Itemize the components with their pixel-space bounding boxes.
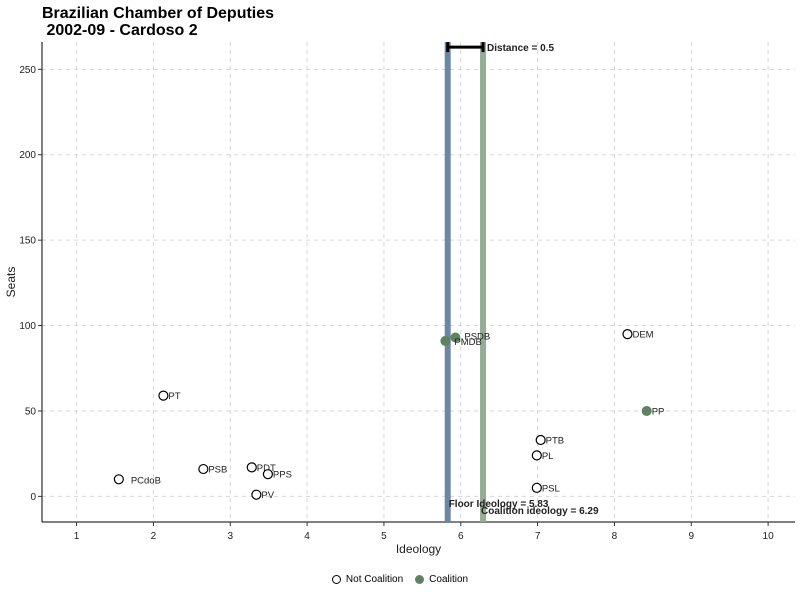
x-tick-label: 1 <box>74 531 80 542</box>
legend-label-not-coalition: Not Coalition <box>345 574 404 585</box>
point-label-pp: PP <box>652 406 665 417</box>
point-label-psb: PSB <box>208 465 227 476</box>
point-label-ptb: PTB <box>546 436 564 447</box>
point-pps <box>262 469 273 480</box>
distance-label: Distance = 0.5 <box>487 43 554 54</box>
y-tick-label: 250 <box>19 65 36 76</box>
point-label-psdb: PSDB <box>464 332 490 343</box>
point-pv <box>251 489 262 500</box>
x-tick-label: 4 <box>304 531 310 542</box>
point-label-pdt: PDT <box>257 463 276 474</box>
point-pl <box>531 450 542 461</box>
floor-ideology-label: Floor Ideology = 5.83 <box>449 499 549 510</box>
x-tick-label: 6 <box>458 531 464 542</box>
point-label-psl: PSL <box>542 483 560 494</box>
x-tick-label: 7 <box>535 531 541 542</box>
legend-label-coalition: Coalition <box>429 574 469 585</box>
y-axis-title: Seats <box>4 267 18 298</box>
point-ptb <box>535 434 546 446</box>
point-pdt <box>246 462 257 473</box>
y-tick-label: 50 <box>25 406 37 417</box>
x-tick-label: 9 <box>688 531 694 542</box>
x-tick-label: 8 <box>612 531 618 542</box>
hollow-circle-icon <box>331 575 341 584</box>
point-psdb <box>450 332 461 343</box>
point-pcdob <box>113 474 124 485</box>
x-axis-title: Ideology <box>396 542 441 556</box>
y-tick-label: 100 <box>19 321 36 332</box>
chart-title: Brazilian Chamber of Deputies <box>42 5 275 22</box>
chart-subtitle: 2002-09 - Cardoso 2 <box>42 22 198 39</box>
point-psl <box>531 482 542 493</box>
x-tick-label: 5 <box>381 531 387 542</box>
filled-circle-icon <box>415 575 425 584</box>
point-label-pt: PT <box>168 391 180 402</box>
legend-item-not-coalition: Not Coalition <box>331 574 404 585</box>
x-tick-label: 2 <box>151 531 157 542</box>
point-label-pmdb: PMDB <box>454 337 481 348</box>
x-tick-label: 10 <box>763 531 775 542</box>
point-label-pl: PL <box>542 451 554 462</box>
y-tick-label: 150 <box>19 236 36 247</box>
legend: Not Coalition Coalition <box>0 574 800 585</box>
point-pt <box>158 390 169 401</box>
legend-item-coalition: Coalition <box>415 574 468 585</box>
y-tick-label: 0 <box>30 492 36 503</box>
point-pp <box>641 405 652 416</box>
point-psb <box>198 463 209 475</box>
point-dem <box>622 328 633 340</box>
point-label-pps: PPS <box>273 470 292 481</box>
coalition-ideology-label: Coalition ideology = 6.29 <box>481 506 599 517</box>
y-tick-label: 200 <box>19 150 36 161</box>
x-tick-label: 3 <box>227 531 233 542</box>
point-label-pcdob: PCdoB <box>131 475 161 486</box>
point-label-dem: DEM <box>632 330 653 341</box>
point-pmdb <box>440 335 451 346</box>
point-label-pv: PV <box>261 490 274 501</box>
